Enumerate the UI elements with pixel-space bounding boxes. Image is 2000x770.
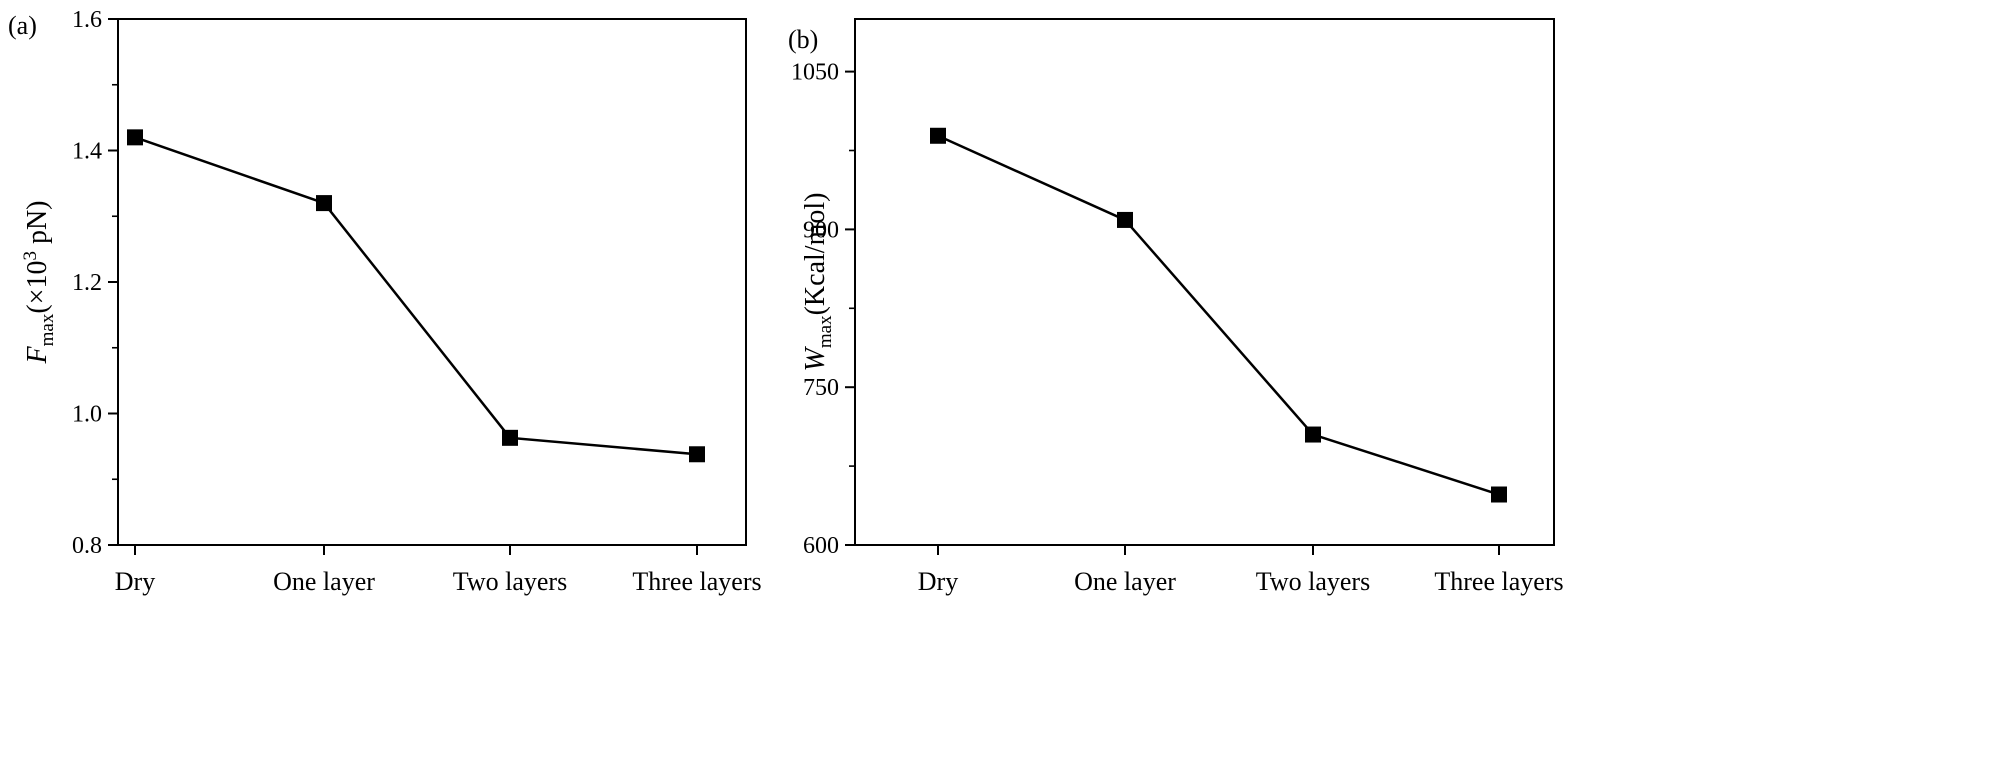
x-tick-label: Three layers xyxy=(1434,567,1563,596)
data-point xyxy=(1491,486,1507,503)
panel-a: (a) 0.8 1.0 1.2 1.4 1.6 Dry One layer Two layers… xyxy=(8,7,762,596)
x-tick-label: One layer xyxy=(273,567,375,596)
y-axis-label: Wmax(Kcal/mol) xyxy=(800,193,836,372)
y-tick-label: 1.0 xyxy=(72,402,102,428)
y-tick-label: 1050 xyxy=(791,60,839,86)
x-tick-label: Dry xyxy=(115,567,155,596)
y-tick-label: 600 xyxy=(803,533,839,559)
x-tick-label: Dry xyxy=(918,567,958,596)
y-axis-label: Fmax(×103 pN) xyxy=(20,201,58,365)
data-point xyxy=(1305,426,1321,443)
y-tick-label: 750 xyxy=(803,375,839,401)
panel-b: (b) 600 750 900 1050 Dry One layer Two layers Th… xyxy=(788,18,1564,596)
y-tick-label: 1.2 xyxy=(72,270,102,296)
series-line xyxy=(937,134,1500,496)
y-tick-label: 1.4 xyxy=(72,139,102,165)
panel-label: (a) xyxy=(8,11,37,40)
data-point xyxy=(1117,211,1133,228)
y-tick-label: 1.6 xyxy=(72,7,102,33)
series-line xyxy=(134,136,698,456)
data-point xyxy=(502,429,518,446)
y-tick-label: 0.8 xyxy=(72,533,102,559)
axes-frame xyxy=(854,18,1555,546)
axes-frame xyxy=(117,18,747,546)
data-point xyxy=(930,127,946,144)
panel-label: (b) xyxy=(788,25,818,54)
data-point xyxy=(316,195,332,212)
x-tick-label: One layer xyxy=(1074,567,1176,596)
x-tick-label: Three layers xyxy=(632,567,761,596)
y-tick-label: 900 xyxy=(803,217,839,243)
x-tick-label: Two layers xyxy=(1256,567,1370,596)
x-tick-label: Two layers xyxy=(453,567,567,596)
data-point xyxy=(689,446,705,463)
data-point xyxy=(127,129,143,146)
